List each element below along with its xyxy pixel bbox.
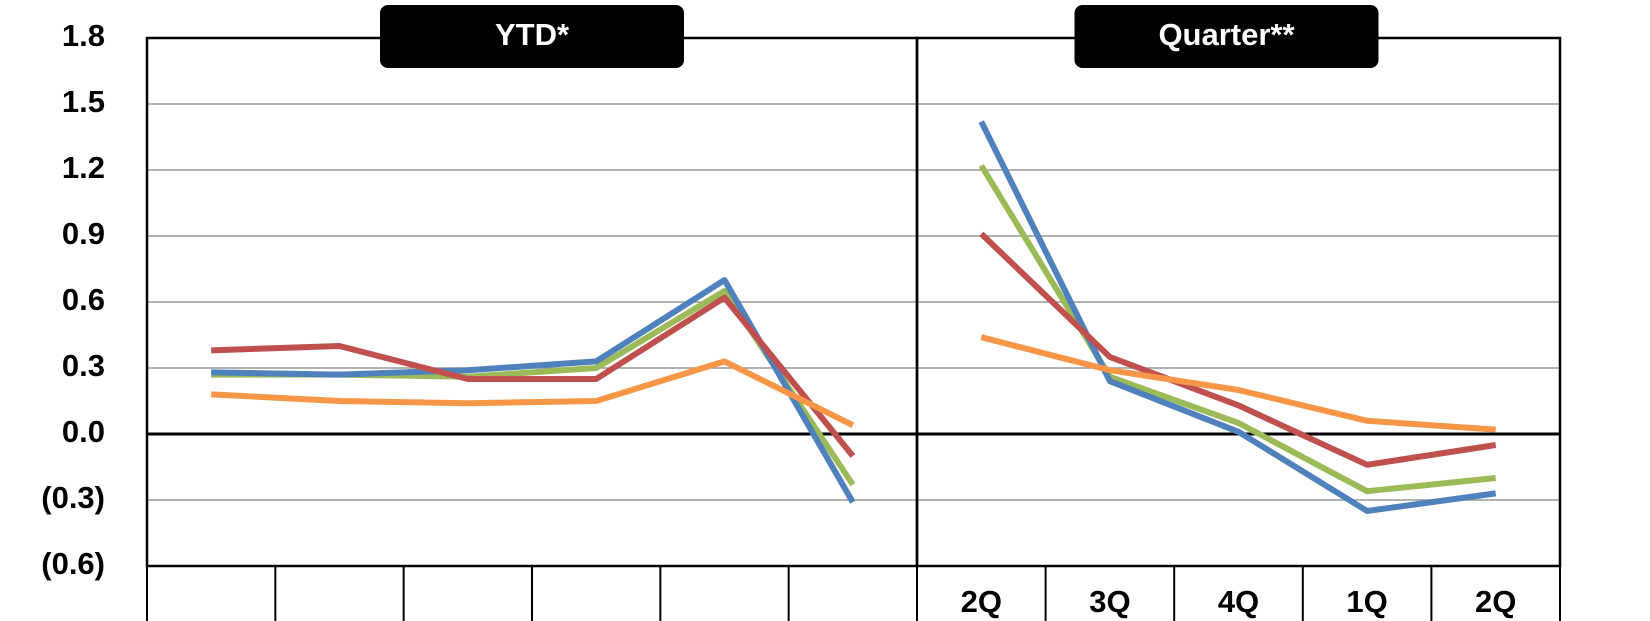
panel-title: YTD* <box>495 17 570 52</box>
y-tick-label: 0.0 <box>62 414 105 449</box>
panel-title: Quarter** <box>1158 17 1295 52</box>
y-tick-label: 1.5 <box>62 84 105 119</box>
y-tick-label: 0.3 <box>62 348 105 383</box>
title-box <box>380 5 684 68</box>
series-line <box>978 164 1497 495</box>
series-line <box>979 231 1497 468</box>
series-line <box>211 277 856 504</box>
title-box <box>1074 5 1379 68</box>
y-tick-label: 1.8 <box>62 18 105 53</box>
series-line <box>211 294 856 458</box>
y-tick-label: (0.6) <box>41 546 105 581</box>
x-tick-label: 4Q <box>1218 584 1259 619</box>
y-tick-label: 1.2 <box>62 150 105 185</box>
y-tick-label: 0.9 <box>62 216 105 251</box>
x-tick-label: 2Q <box>1475 584 1516 619</box>
series-line <box>211 358 855 428</box>
x-tick-label: 1Q <box>1346 584 1387 619</box>
series-line <box>978 120 1497 514</box>
x-tick-label: 3Q <box>1089 584 1130 619</box>
x-tick-label: 2Q <box>961 584 1002 619</box>
y-tick-label: 0.6 <box>62 282 105 317</box>
series-line <box>211 288 856 487</box>
y-tick-label: (0.3) <box>41 480 105 515</box>
series-line <box>980 334 1496 433</box>
